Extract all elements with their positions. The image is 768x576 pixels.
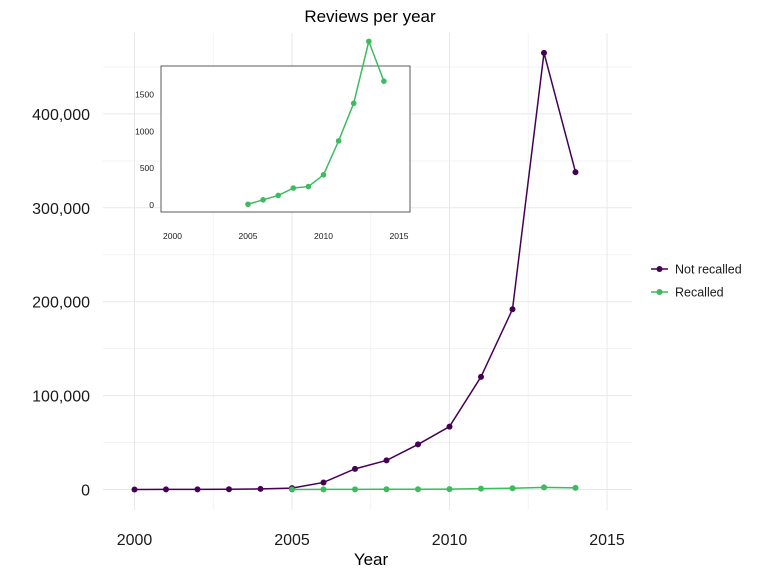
inset-x-tick-label: 2005 <box>239 231 258 241</box>
inset-data-point <box>260 197 266 203</box>
inset-data-point <box>335 138 342 144</box>
inset-series-line <box>247 38 385 205</box>
inset-frame <box>160 65 411 213</box>
inset-data-point <box>366 38 372 45</box>
main-x-tick-labels: 2000 2005 2010 2015 <box>117 532 625 549</box>
x-tick-label: 2005 <box>274 532 310 549</box>
inset-y-tick-label: 1000 <box>135 126 154 136</box>
inset-x-tick-label: 2010 <box>314 231 333 241</box>
x-tick-label: 2015 <box>589 532 625 549</box>
x-tick-label: 2010 <box>432 532 468 549</box>
data-point <box>289 486 295 493</box>
data-point <box>320 479 327 486</box>
data-point <box>415 441 421 448</box>
inset-x-tick-label: 2015 <box>390 231 409 241</box>
inset-y-tick-labels: 0 500 1000 1500 <box>135 89 154 210</box>
data-point <box>572 484 579 491</box>
x-axis-label: Year <box>354 550 389 569</box>
data-point <box>383 457 390 464</box>
data-point <box>572 169 579 176</box>
inset-x-tick-label: 2000 <box>163 231 182 241</box>
inset-data-point <box>350 100 357 107</box>
inset-data-point <box>305 183 312 190</box>
inset-data-point <box>275 192 282 199</box>
y-tick-label: 300,000 <box>32 201 90 218</box>
legend-key-point <box>656 289 663 295</box>
inset-data-point <box>290 185 297 191</box>
inset-y-tick-label: 500 <box>140 163 154 173</box>
main-series <box>131 49 579 493</box>
y-tick-label: 0 <box>81 483 90 500</box>
inset-data-point <box>320 171 327 178</box>
inset-y-tick-label: 1500 <box>135 89 154 99</box>
inset-data-point <box>381 78 387 84</box>
inset-series <box>245 38 387 208</box>
data-point <box>257 485 264 492</box>
inset-x-tick-labels: 2000 2005 2010 2015 <box>163 231 409 241</box>
main-y-tick-labels: 0 100,000 200,000 300,000 400,000 <box>32 107 90 500</box>
legend-label: Recalled <box>675 286 724 300</box>
data-point <box>541 49 547 56</box>
chart-title: Reviews per year <box>304 7 436 26</box>
legend: Not recalled Recalled <box>651 263 742 300</box>
data-point <box>131 486 138 493</box>
inset-y-tick-label: 0 <box>149 200 154 210</box>
inset-chart: 0 500 1000 1500 2000 2005 2010 2015 <box>135 38 411 241</box>
data-point <box>352 465 358 472</box>
data-point <box>226 486 232 493</box>
data-point <box>415 486 421 493</box>
x-tick-label: 2000 <box>117 532 153 549</box>
data-point <box>194 486 201 493</box>
data-point <box>509 306 516 313</box>
data-point <box>446 423 453 430</box>
data-point <box>478 373 484 380</box>
inset-data-point <box>245 201 251 208</box>
data-point <box>509 485 516 492</box>
y-tick-label: 200,000 <box>32 295 90 312</box>
data-point <box>541 484 547 491</box>
data-point <box>163 486 169 493</box>
y-tick-label: 100,000 <box>32 389 90 406</box>
data-point <box>446 486 453 493</box>
series-line-recalled <box>291 486 576 491</box>
data-point <box>320 486 327 493</box>
data-point <box>383 486 390 493</box>
legend-label: Not recalled <box>675 263 742 277</box>
data-point <box>478 485 484 492</box>
data-point <box>352 486 358 493</box>
legend-key-point <box>656 266 663 272</box>
y-tick-label: 400,000 <box>32 107 90 124</box>
